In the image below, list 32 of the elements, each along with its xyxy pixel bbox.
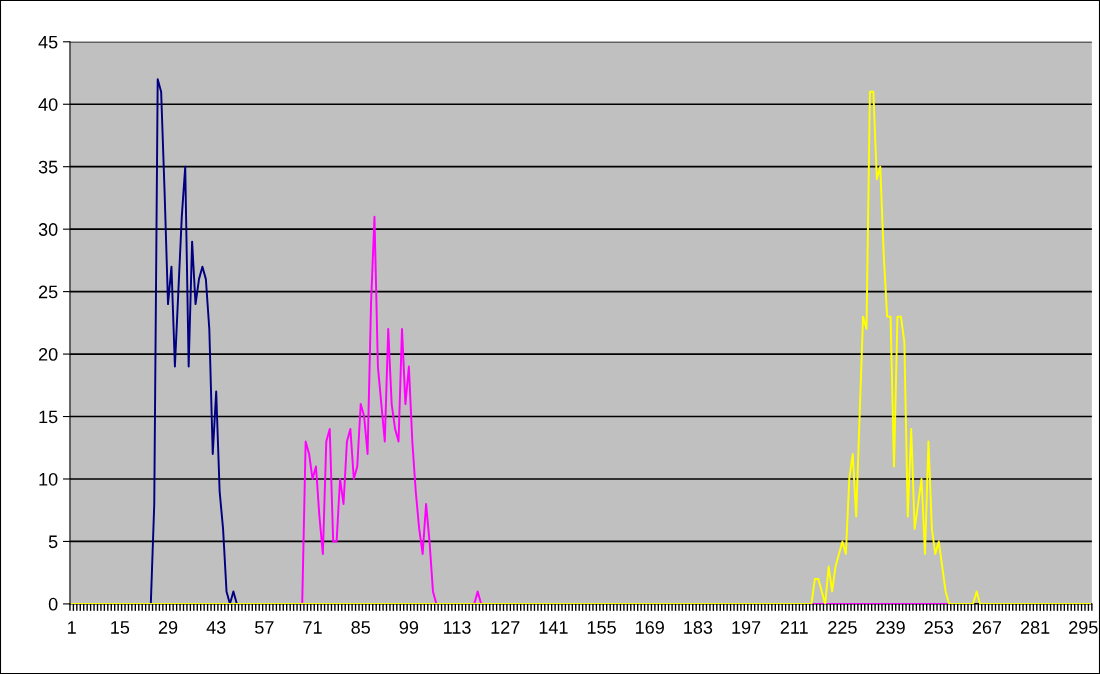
y-tick-label: 35 <box>38 160 58 174</box>
y-tick-label: 0 <box>48 597 58 611</box>
x-tick-label: 155 <box>587 621 616 634</box>
x-tick-label: 71 <box>303 621 322 634</box>
y-tick-label: 5 <box>48 535 58 549</box>
x-tick-label: 99 <box>399 621 419 634</box>
x-tick-label: 43 <box>206 621 226 634</box>
y-tick-label: 45 <box>38 35 58 49</box>
y-tick-label: 40 <box>38 98 58 111</box>
y-tick-label: 15 <box>39 410 58 424</box>
y-tick-label: 20 <box>38 348 58 361</box>
x-tick-label: 169 <box>636 621 664 634</box>
x-tick-label: 211 <box>780 621 808 634</box>
x-tick-label: 113 <box>444 621 471 634</box>
x-tick-label: 29 <box>158 621 178 634</box>
x-tick-label: 295 <box>1069 621 1098 634</box>
y-tick-label: 10 <box>39 472 58 486</box>
x-tick-label: 1 <box>68 621 76 634</box>
y-tick-label: 25 <box>38 285 58 299</box>
x-tick-label: 57 <box>255 621 274 634</box>
y-tick-label: 30 <box>38 223 58 236</box>
x-tick-label: 239 <box>876 621 905 634</box>
x-tick-label: 141 <box>539 621 568 634</box>
x-tick-label: 85 <box>351 621 370 634</box>
x-tick-label: 267 <box>972 621 1002 634</box>
x-tick-label: 197 <box>732 621 761 634</box>
x-tick-label: 183 <box>684 621 713 634</box>
x-tick-label: 225 <box>828 621 857 634</box>
x-tick-label: 253 <box>924 621 954 634</box>
x-tick-label: 127 <box>491 621 520 634</box>
x-tick-label: 281 <box>1020 621 1050 634</box>
x-tick-label: 15 <box>111 621 130 634</box>
